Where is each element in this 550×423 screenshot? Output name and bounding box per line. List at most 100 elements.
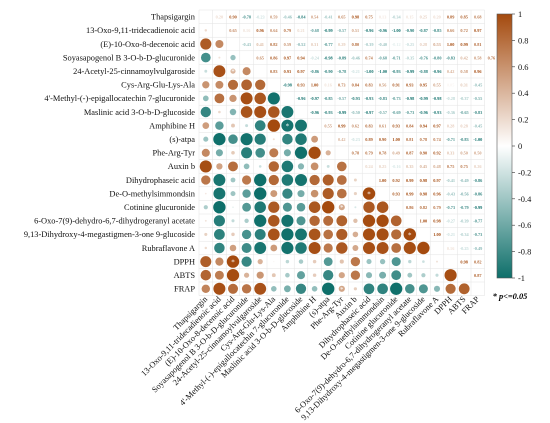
correlation-circle (214, 242, 225, 254)
correlation-circle (226, 255, 240, 268)
correlation-circle (436, 260, 438, 263)
correlation-circle (297, 190, 305, 198)
correlation-circle (228, 134, 238, 144)
correlation-value-label: 0.81 (406, 137, 414, 142)
correlation-circle (297, 163, 305, 170)
correlation-circle (231, 123, 235, 128)
correlation-circle (418, 284, 428, 294)
correlation-circle (339, 259, 344, 264)
correlation-circle (322, 174, 334, 186)
correlation-value-label: 0.64 (270, 28, 278, 33)
correlation-value-label: 0.98 (352, 15, 360, 20)
correlation-value-label: -0.86 (473, 191, 483, 196)
correlation-value-label: 0.51 (352, 28, 360, 33)
correlation-circle (281, 119, 294, 132)
correlation-value-label: -0.35 (405, 55, 414, 60)
correlation-value-label: 0.98 (460, 259, 468, 264)
correlation-value-label: 0.28 (420, 42, 428, 47)
correlation-value-label: -0.45 (473, 123, 482, 128)
correlation-value-label: -0.37 (460, 96, 470, 101)
correlation-circle (282, 202, 292, 212)
correlation-circle (218, 110, 221, 114)
row-label: Soyasapogenol B 3-O-b-D-glucuronide (63, 53, 195, 62)
correlation-value-label: 0.29 (338, 42, 346, 47)
correlation-value-label: 0.99 (338, 123, 346, 128)
correlation-value-label: -0.23 (256, 15, 265, 20)
correlation-circle (201, 284, 211, 294)
correlation-circle (213, 133, 226, 146)
correlation-value-label: -0.27 (446, 219, 456, 224)
correlation-value-label: -0.40 (378, 42, 387, 47)
colorbar-tick-label: -0.6 (518, 221, 531, 230)
correlation-value-label: -0.83 (446, 55, 455, 60)
correlation-circle (228, 161, 238, 172)
row-label: DPPH (174, 257, 195, 266)
correlation-value-label: -0.71 (446, 137, 455, 142)
correlation-circle (254, 214, 267, 227)
correlation-circle (254, 173, 267, 187)
correlation-value-label: 0.20 (433, 15, 441, 20)
correlation-circle (214, 270, 224, 280)
correlation-circle (200, 38, 212, 50)
correlation-circle (268, 174, 279, 186)
correlation-value-label: 0.62 (352, 123, 360, 128)
correlation-value-label: -0.96 (378, 28, 388, 33)
row-label: Cotinine glucuronide (124, 203, 195, 212)
correlation-circle (241, 256, 252, 267)
correlation-circle (214, 93, 225, 104)
correlation-circle (227, 283, 239, 294)
correlation-circle (391, 257, 401, 267)
correlation-circle (308, 241, 321, 255)
correlation-value-label: 0.78 (379, 151, 387, 156)
correlation-circle (391, 229, 402, 240)
correlation-value-label: 0.83 (270, 69, 278, 74)
correlation-value-label: 0.73 (338, 83, 346, 88)
correlation-value-label: 0.90 (379, 137, 387, 142)
correlation-value-label: -0.98 (405, 96, 414, 101)
correlation-value-label: -0.99 (405, 69, 414, 74)
correlation-value-label: 1.00 (311, 83, 319, 88)
correlation-circle (273, 261, 275, 263)
correlation-circle (282, 133, 293, 145)
correlation-value-label: -0.73 (473, 232, 482, 237)
colorbar-gradient (496, 13, 513, 279)
correlation-circle (241, 147, 253, 159)
correlation-circle (422, 260, 425, 263)
correlation-value-label: -0.87 (419, 28, 429, 33)
correlation-value-label: -0.93 (433, 110, 442, 115)
correlation-value-label: 0.83 (365, 83, 373, 88)
row-label: 24-Acetyl-25-cinnamoylvulgaroside (73, 67, 195, 76)
correlation-value-label: 0.05 (447, 83, 455, 88)
correlation-circle (257, 258, 263, 265)
correlation-circle (242, 175, 252, 185)
correlation-value-label: -0.96 (433, 69, 443, 74)
correlation-value-label: -0.21 (446, 232, 455, 237)
correlation-value-label: 0.98 (433, 219, 441, 224)
correlation-value-label: -0.77 (473, 219, 483, 224)
correlation-circle (336, 188, 347, 199)
correlation-circle (215, 149, 223, 157)
correlation-circle (336, 242, 348, 254)
correlation-circle (244, 218, 249, 223)
correlation-circle (350, 256, 361, 267)
correlation-circle (202, 122, 210, 129)
correlation-circle (200, 52, 211, 63)
correlation-circle (323, 257, 333, 267)
row-label: 4'-Methyl-(-)-epigallocatechin 7-glucuro… (44, 94, 195, 103)
correlation-value-label: 0.28 (460, 123, 468, 128)
correlation-circle (243, 163, 250, 170)
correlation-circle (323, 229, 334, 240)
correlation-value-label: 0.94 (420, 123, 428, 128)
correlation-circle (270, 244, 278, 252)
correlation-value-label: -0.99 (473, 205, 482, 210)
correlation-circle (421, 273, 426, 278)
correlation-circle (379, 258, 386, 265)
correlation-value-label: 1.00 (433, 232, 441, 237)
correlation-circle (230, 191, 236, 197)
correlation-value-label: 0.92 (392, 178, 400, 183)
correlation-value-label: -0.46 (351, 55, 361, 60)
correlation-circle (376, 242, 389, 254)
correlation-circle (312, 259, 317, 264)
correlation-value-label: 0.97 (433, 123, 441, 128)
